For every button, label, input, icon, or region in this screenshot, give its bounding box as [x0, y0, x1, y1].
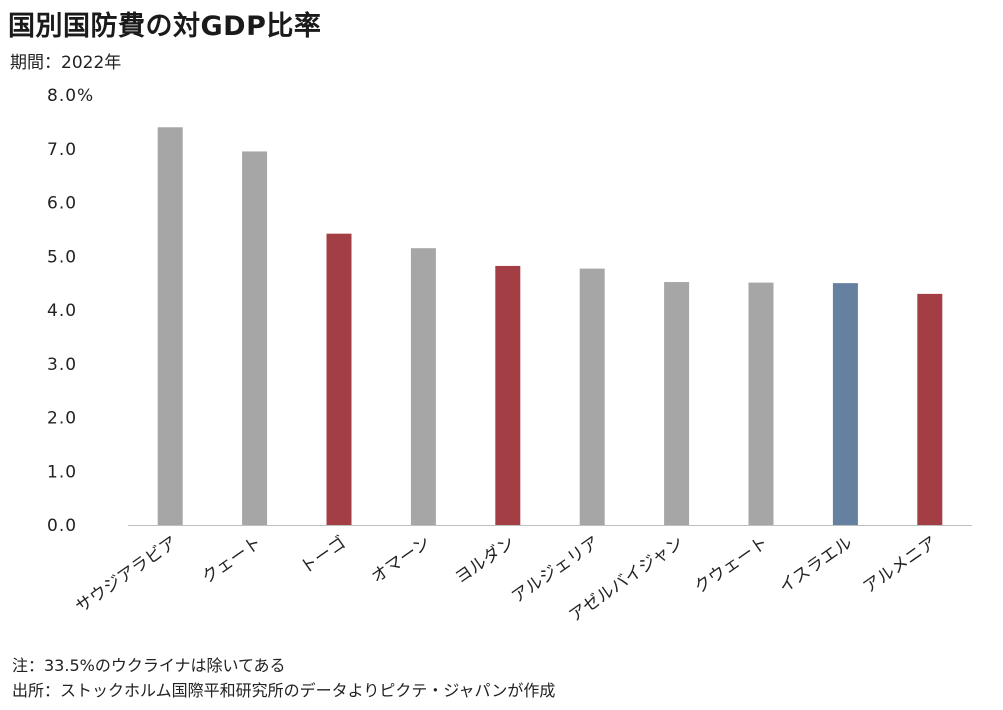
bar — [326, 233, 352, 526]
bar — [832, 283, 858, 525]
footnote-source: 出所：ストックホルム国際平和研究所のデータよりピクテ・ジャパンが作成 — [12, 681, 556, 700]
y-tick-label: 0.0 — [47, 516, 77, 536]
y-tick-label: 3.0 — [47, 355, 77, 375]
x-tick-label: アルメニア — [860, 533, 941, 598]
y-tick-label: 1.0 — [47, 462, 77, 482]
x-tick-label: クェート — [198, 533, 265, 588]
bars — [157, 127, 943, 526]
x-tick-label: サウジアラビア — [72, 533, 181, 618]
x-tick-label: トーゴ — [296, 532, 350, 578]
bar — [410, 248, 436, 525]
y-tick-label: 8.0% — [47, 86, 94, 106]
chart-title: 国別国防費の対GDP比率 — [8, 11, 322, 42]
bar — [242, 151, 268, 525]
x-tick-label: イスラエル — [776, 533, 857, 598]
y-tick-label: 2.0 — [47, 409, 77, 429]
bar — [495, 265, 521, 525]
x-tick-label: ヨルダン — [451, 533, 518, 588]
y-tick-label: 6.0 — [47, 194, 77, 214]
x-tick-label: クウェート — [691, 533, 772, 598]
bar — [157, 127, 183, 525]
y-tick-label: 5.0 — [47, 247, 77, 267]
x-tick-label: オマーン — [368, 533, 434, 588]
bar — [748, 282, 774, 525]
bar — [664, 282, 690, 525]
footnote-note: 注：33.5%のウクライナは除いてある — [12, 656, 286, 675]
y-axis-ticks: 0.0 1.0 2.0 3.0 4.0 5.0 6.0 7.0 8.0% — [47, 86, 94, 536]
bar — [917, 293, 943, 525]
chart-period: 期間：2022年 — [10, 53, 122, 73]
bar — [579, 268, 605, 525]
y-tick-label: 4.0 — [47, 301, 77, 321]
y-tick-label: 7.0 — [47, 140, 77, 160]
footnotes: 注：33.5%のウクライナは除いてある 出所：ストックホルム国際平和研究所のデー… — [12, 653, 555, 703]
